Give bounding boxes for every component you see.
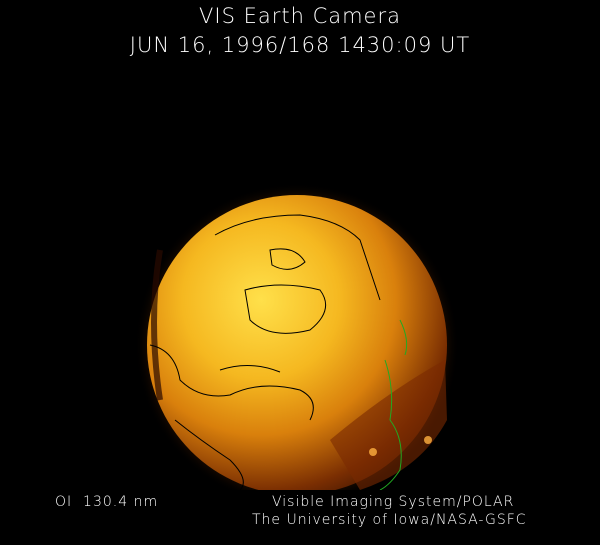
coastline-outlines bbox=[149, 214, 381, 490]
night-coastline-outlines bbox=[379, 319, 408, 490]
image-timestamp: JUN 16, 1996/168 1430:09 UT bbox=[129, 33, 471, 57]
instrument-credit: Visible Imaging System/POLAR bbox=[272, 494, 515, 510]
aurora-spot bbox=[369, 448, 377, 456]
image-title: VIS Earth Camera bbox=[199, 4, 401, 28]
terminator-band bbox=[151, 249, 163, 401]
dark-region bbox=[330, 360, 447, 490]
institution-credit: The University of Iowa/NASA-GSFC bbox=[252, 512, 527, 528]
filter-wavelength: OI 130.4 nm bbox=[55, 494, 159, 510]
aurora-spot bbox=[424, 436, 432, 444]
